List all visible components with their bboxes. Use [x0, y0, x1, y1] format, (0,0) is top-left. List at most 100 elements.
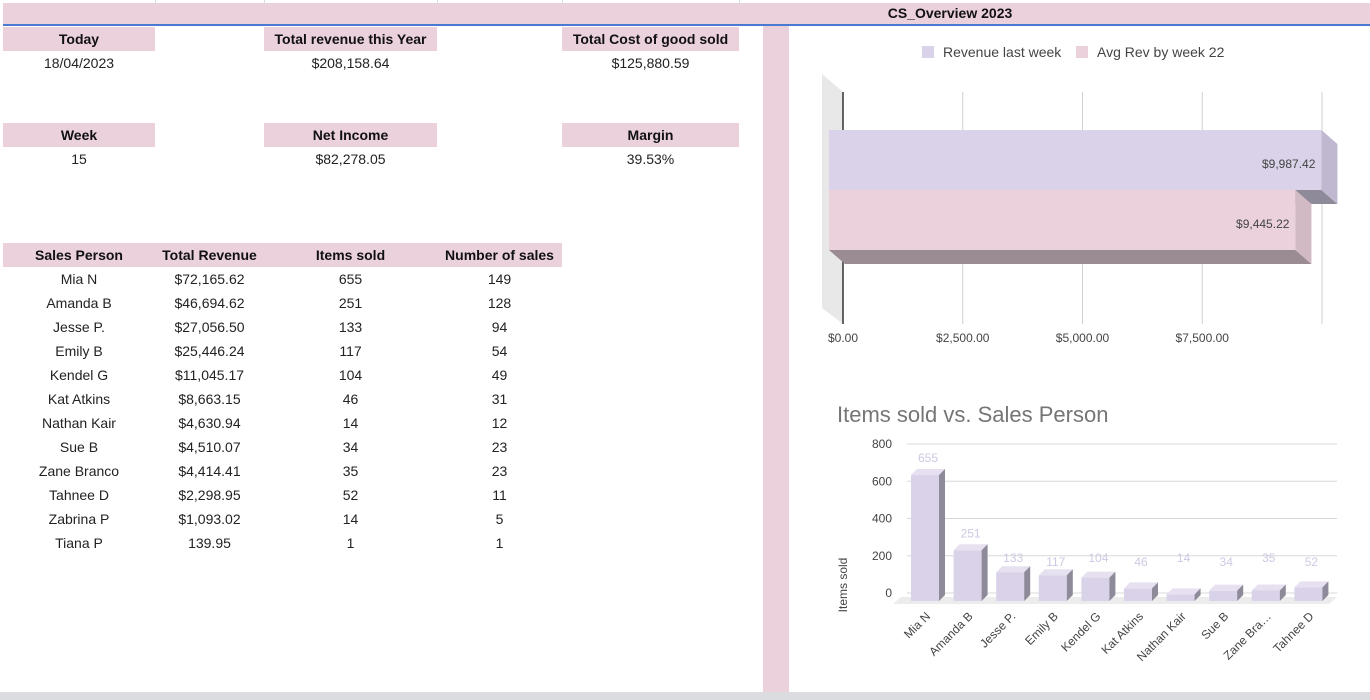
margin-value[interactable]: 39.53%: [626, 151, 675, 167]
table-cell-sales-person[interactable]: Jesse P.: [53, 319, 105, 335]
table-cell-number-of-sales[interactable]: 23: [491, 463, 508, 479]
column-bar[interactable]: [1209, 590, 1238, 601]
table-header-number-of-sales[interactable]: Number of sales: [437, 243, 562, 267]
table-cell-number-of-sales[interactable]: 12: [491, 415, 508, 431]
total-revenue-value[interactable]: $208,158.64: [311, 55, 390, 71]
table-cell-sales-person[interactable]: Tiana P: [55, 535, 103, 551]
table-cell-total-revenue[interactable]: $25,446.24: [174, 343, 245, 359]
table-cell-total-revenue[interactable]: $11,045.17: [174, 367, 245, 383]
data-label: 52: [1305, 555, 1319, 569]
table-cell-total-revenue[interactable]: 139.95: [188, 535, 231, 551]
table-cell-sales-person[interactable]: Kendel G: [49, 367, 109, 383]
today-value[interactable]: 18/04/2023: [43, 55, 115, 71]
table-cell-sales-person[interactable]: Tahnee D: [49, 487, 109, 503]
horizontal-scrollbar[interactable]: [0, 692, 1370, 700]
total-cogs-label[interactable]: Total Cost of good sold: [562, 27, 739, 51]
table-cell-items-sold[interactable]: 655: [338, 271, 363, 287]
column-bar-side: [939, 469, 945, 601]
table-cell-items-sold[interactable]: 133: [338, 319, 363, 335]
column-bar-side: [981, 544, 988, 601]
table-cell-sales-person[interactable]: Emily B: [55, 343, 103, 359]
week-label[interactable]: Week: [3, 123, 155, 147]
column-bar[interactable]: [953, 550, 982, 601]
table-cell-sales-person[interactable]: Nathan Kair: [42, 415, 116, 431]
y-tick-label: 200: [872, 549, 892, 563]
total-cogs-value[interactable]: $125,880.59: [611, 55, 690, 71]
table-cell-number-of-sales[interactable]: 128: [487, 295, 512, 311]
total-revenue-label[interactable]: Total revenue this Year: [264, 27, 437, 51]
data-label: 655: [918, 451, 938, 465]
table-cell-items-sold[interactable]: 14: [342, 415, 359, 431]
sheet-title[interactable]: CS_Overview 2023: [887, 5, 1013, 21]
data-label: 14: [1177, 551, 1191, 565]
table-cell-number-of-sales[interactable]: 23: [491, 439, 508, 455]
legend-swatch-revenue-last-week: [922, 46, 934, 58]
table-cell-total-revenue[interactable]: $2,298.95: [178, 487, 241, 503]
table-cell-total-revenue[interactable]: $72,165.62: [174, 271, 245, 287]
table-cell-items-sold[interactable]: 117: [339, 343, 362, 359]
table-cell-number-of-sales[interactable]: 149: [487, 271, 512, 287]
table-cell-items-sold[interactable]: 251: [338, 295, 363, 311]
y-axis-label: Items sold: [836, 558, 850, 613]
table-cell-items-sold[interactable]: 46: [342, 391, 359, 407]
table-cell-number-of-sales[interactable]: 5: [495, 511, 504, 527]
column-bar[interactable]: [1251, 590, 1280, 601]
bar-avg-rev-by-week[interactable]: [829, 190, 1296, 250]
table-cell-number-of-sales[interactable]: 31: [491, 391, 508, 407]
table-header-items-sold[interactable]: Items sold: [264, 243, 437, 267]
table-cell-sales-person[interactable]: Zabrina P: [48, 511, 110, 527]
legend-label-revenue-last-week: Revenue last week: [943, 44, 1062, 60]
table-cell-items-sold[interactable]: 1: [346, 535, 355, 551]
bar-value-label: $9,987.42: [1262, 157, 1316, 171]
table-cell-sales-person[interactable]: Amanda B: [46, 295, 112, 311]
table-cell-number-of-sales[interactable]: 1: [495, 535, 504, 551]
bar-value-label: $9,445.22: [1236, 217, 1290, 231]
table-cell-number-of-sales[interactable]: 54: [491, 343, 508, 359]
table-cell-sales-person[interactable]: Zane Branco: [38, 463, 120, 479]
table-cell-sales-person[interactable]: Kat Atkins: [47, 391, 111, 407]
table-cell-total-revenue[interactable]: $46,694.62: [174, 295, 245, 311]
column-bar-top: [1294, 581, 1329, 588]
today-label[interactable]: Today: [3, 27, 155, 51]
margin-label[interactable]: Margin: [562, 123, 739, 147]
table-cell-sales-person[interactable]: Mia N: [60, 271, 98, 287]
legend-swatch-avg-rev: [1076, 46, 1088, 58]
table-cell-items-sold[interactable]: 52: [342, 487, 359, 503]
data-label: 104: [1088, 551, 1108, 565]
x-tick-label: Tahnee D: [1270, 609, 1316, 655]
column-bar[interactable]: [1294, 587, 1323, 601]
net-income-value[interactable]: $82,278.05: [315, 151, 386, 167]
column-bar[interactable]: [996, 572, 1025, 601]
column-bar[interactable]: [1166, 594, 1195, 601]
column-bar-top: [953, 544, 988, 551]
table-cell-items-sold[interactable]: 35: [342, 463, 359, 479]
table-cell-total-revenue[interactable]: $4,630.94: [178, 415, 241, 431]
bar-revenue-last-week[interactable]: [829, 130, 1322, 190]
column-divider: [739, 0, 740, 4]
table-cell-items-sold[interactable]: 14: [342, 511, 359, 527]
table-cell-items-sold[interactable]: 104: [338, 367, 363, 383]
week-value[interactable]: 15: [71, 151, 87, 167]
x-tick-label: Amanda B: [926, 609, 976, 659]
column-bar[interactable]: [1038, 575, 1067, 601]
table-cell-items-sold[interactable]: 34: [342, 439, 359, 455]
table-cell-sales-person[interactable]: Sue B: [59, 439, 99, 455]
table-cell-total-revenue[interactable]: $27,056.50: [174, 319, 245, 335]
table-cell-number-of-sales[interactable]: 11: [492, 487, 507, 503]
column-bar[interactable]: [1081, 577, 1110, 601]
table-header-sales-person[interactable]: Sales Person: [3, 243, 155, 267]
table-cell-total-revenue[interactable]: $4,414.41: [178, 463, 241, 479]
table-cell-total-revenue[interactable]: $1,093.02: [178, 511, 241, 527]
table-cell-total-revenue[interactable]: $4,510.07: [178, 439, 241, 455]
net-income-label[interactable]: Net Income: [264, 123, 437, 147]
table-cell-number-of-sales[interactable]: 49: [491, 367, 508, 383]
column-bar[interactable]: [911, 475, 939, 601]
table-cell-total-revenue[interactable]: $8,663.15: [178, 391, 241, 407]
table-cell-number-of-sales[interactable]: 94: [491, 319, 508, 335]
table-header-total-revenue[interactable]: Total Revenue: [155, 243, 264, 267]
revenue-comparison-chart[interactable]: Revenue last week Avg Rev by week 22 $9,…: [789, 26, 1370, 366]
items-sold-chart[interactable]: Items sold vs. Sales Person Items sold 0…: [789, 395, 1370, 692]
bar-3d-side: [1295, 190, 1312, 264]
column-bar[interactable]: [1124, 588, 1152, 601]
x-tick-label: Emily B: [1022, 609, 1061, 648]
